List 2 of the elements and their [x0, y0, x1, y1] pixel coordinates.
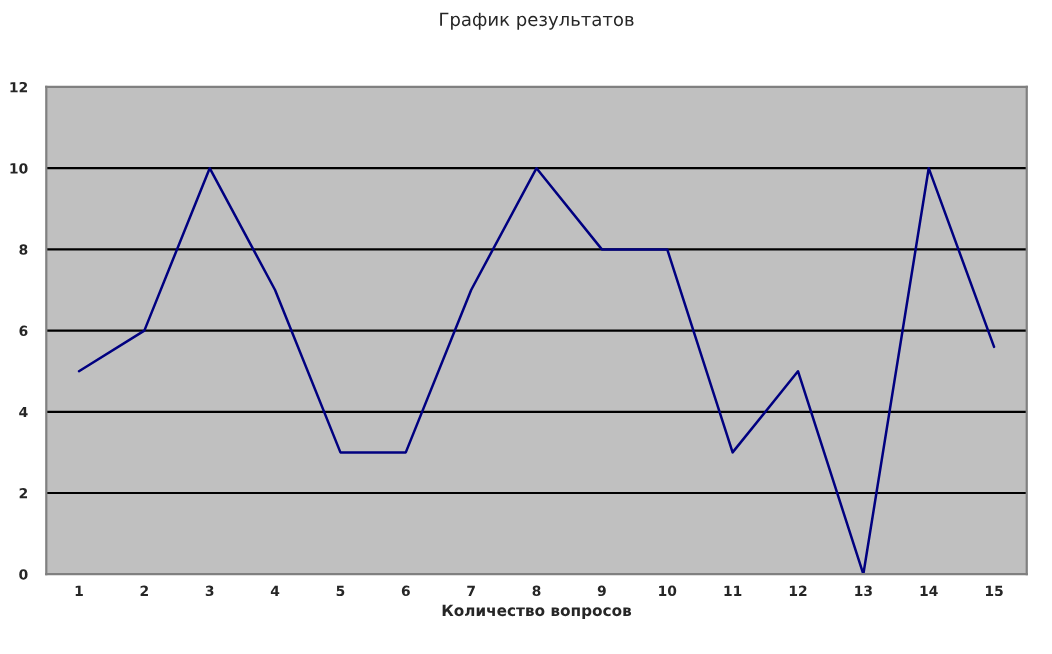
chart-title: График результатов — [440, 12, 634, 30]
line-series — [77, 166, 996, 575]
